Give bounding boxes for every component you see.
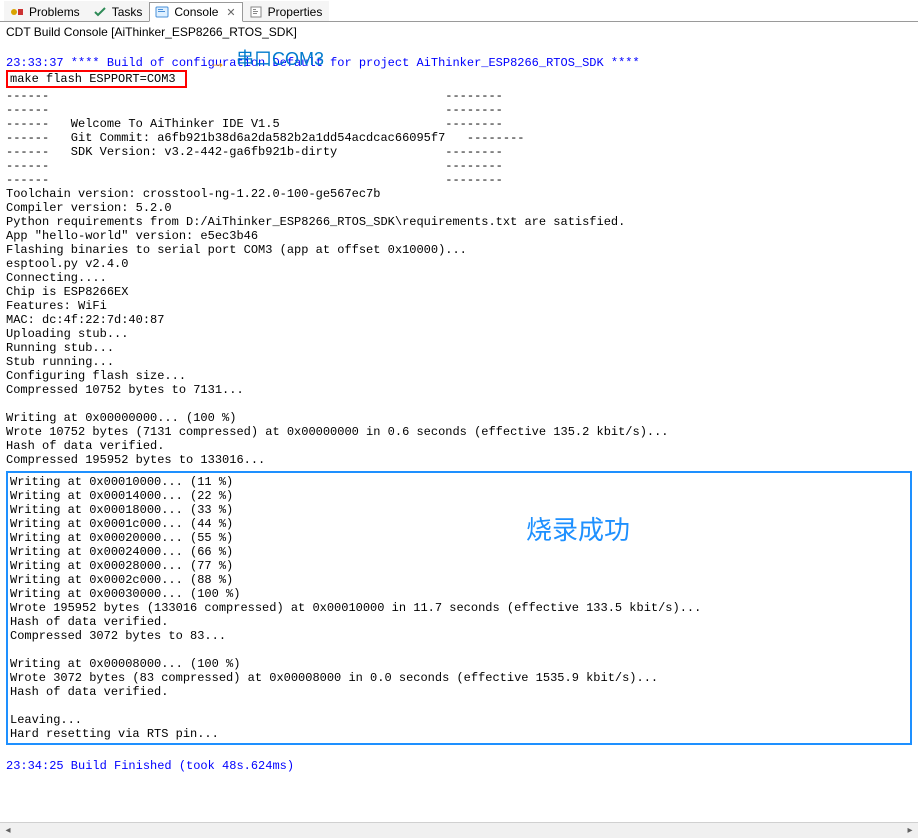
properties-icon (248, 4, 264, 20)
annotation-com3: 串口COM3 (236, 52, 324, 66)
tab-properties-label: Properties (268, 5, 323, 19)
success-highlight-box: 烧录成功Writing at 0x00010000... (11 %) Writ… (6, 471, 912, 745)
build-footer-line: 23:34:25 Build Finished (took 48s.624ms) (6, 759, 294, 773)
console-icon (154, 4, 170, 20)
scroll-right-icon[interactable]: ▸ (902, 823, 918, 839)
command-highlight-box: make flash ESPPORT=COM3 (6, 70, 187, 88)
tab-console-label: Console (174, 5, 218, 19)
command-text: make flash ESPPORT=COM3 (10, 72, 183, 86)
arrow-icon: → (212, 57, 223, 71)
console-output: 23:33:37 **** Build of configuration Def… (0, 42, 918, 777)
scroll-left-icon[interactable]: ◂ (0, 823, 16, 839)
view-tab-bar: Problems Tasks Console ✕ Properties (0, 0, 918, 22)
console-subheader: CDT Build Console [AiThinker_ESP8266_RTO… (0, 22, 918, 42)
annotation-success: 烧录成功 (526, 523, 630, 537)
tab-console[interactable]: Console ✕ (149, 2, 242, 22)
horizontal-scrollbar[interactable]: ◂ ▸ (0, 822, 918, 838)
tasks-icon (92, 4, 108, 20)
console-body-1: ------ -------- ------ -------- ------ W… (6, 89, 669, 467)
tab-tasks-label: Tasks (112, 5, 143, 19)
tab-problems-label: Problems (29, 5, 80, 19)
tab-properties[interactable]: Properties (243, 1, 330, 21)
close-icon[interactable]: ✕ (226, 6, 235, 19)
tab-problems[interactable]: Problems (4, 1, 87, 21)
problems-icon (9, 4, 25, 20)
tab-tasks[interactable]: Tasks (87, 1, 150, 21)
